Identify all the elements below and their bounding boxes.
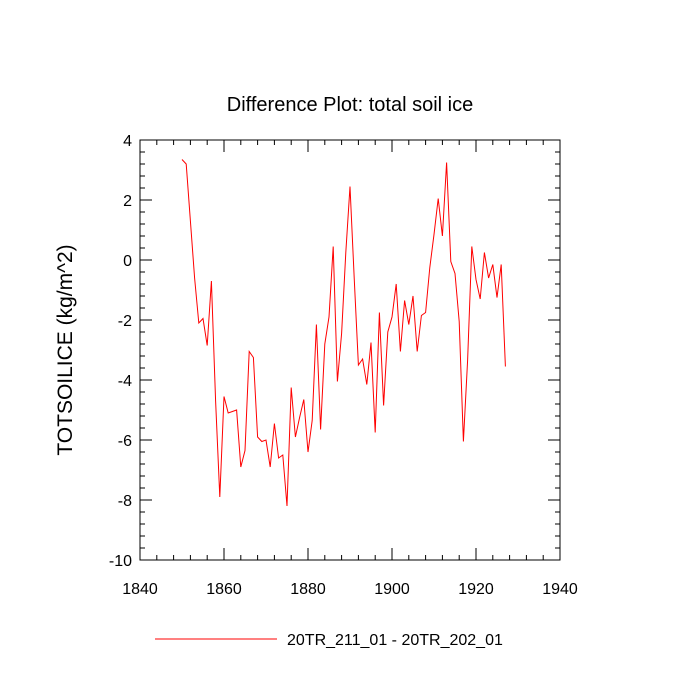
y-tick-label: -4 <box>118 373 132 390</box>
plot-frame <box>139 139 561 561</box>
x-tick-label: 1940 <box>542 581 578 598</box>
y-tick-label: 0 <box>123 253 132 270</box>
y-axis-label: TOTSOILICE (kg/m^2) <box>54 244 77 455</box>
chart-title: Difference Plot: total soil ice <box>227 94 473 116</box>
x-tick-label: 1900 <box>374 581 410 598</box>
series-layer <box>181 159 506 507</box>
y-tick-label: -6 <box>118 433 132 450</box>
y-tick-label: -2 <box>118 313 132 330</box>
y-tick-label: -10 <box>109 553 132 570</box>
y-tick-label: 2 <box>123 193 132 210</box>
y-tick-label: 4 <box>123 133 132 150</box>
ticks-layer: -10 -8 -6 -4 -2 0 2 4 1840 1860 1880 1900 1920 1940 <box>109 133 578 598</box>
series-line <box>181 159 506 507</box>
x-tick-label: 1880 <box>290 581 326 598</box>
x-tick-label: 1860 <box>206 581 242 598</box>
x-tick-label: 1840 <box>122 581 158 598</box>
legend-label: 20TR_211_01 - 20TR_202_01 <box>287 632 503 649</box>
y-tick-label: -8 <box>118 493 132 510</box>
x-tick-label: 1920 <box>458 581 494 598</box>
legend: 20TR_211_01 - 20TR_202_01 <box>155 632 503 649</box>
